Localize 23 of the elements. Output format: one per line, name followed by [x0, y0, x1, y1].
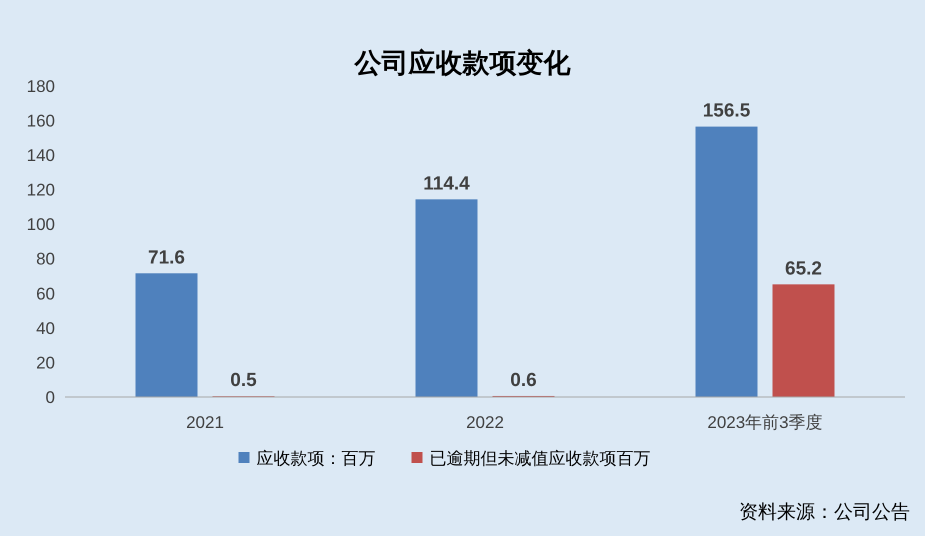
legend-label: 已逾期但未减值应收款项百万 [430, 448, 650, 468]
legend-label: 应收款项：百万 [256, 448, 376, 468]
data-label: 156.5 [702, 100, 751, 122]
data-label: 0.5 [230, 370, 258, 392]
y-tick-label: 120 [26, 180, 55, 200]
y-tick-label: 40 [36, 318, 55, 338]
data-label: 114.4 [423, 173, 470, 194]
x-tick-label: 2023年前3季度 [707, 413, 823, 432]
y-tick-label: 140 [26, 146, 55, 166]
data-label: 0.6 [510, 370, 537, 391]
y-tick-label: 80 [36, 250, 55, 269]
data-label: 65.2 [785, 258, 822, 280]
x-tick-label: 2022 [466, 413, 504, 432]
y-tick-label: 160 [26, 112, 55, 131]
y-tick-label: 180 [26, 76, 55, 96]
y-tick-label: 60 [36, 284, 55, 304]
data-label: 71.6 [148, 247, 185, 268]
chart-title: 公司应收款项变化 [354, 48, 572, 78]
y-tick-label: 100 [26, 215, 55, 234]
x-tick-label: 2021 [186, 413, 224, 432]
text: 资料来源：公司公告 [739, 502, 910, 523]
y-tick-label: 0 [46, 388, 55, 407]
y-tick-label: 20 [36, 353, 55, 372]
